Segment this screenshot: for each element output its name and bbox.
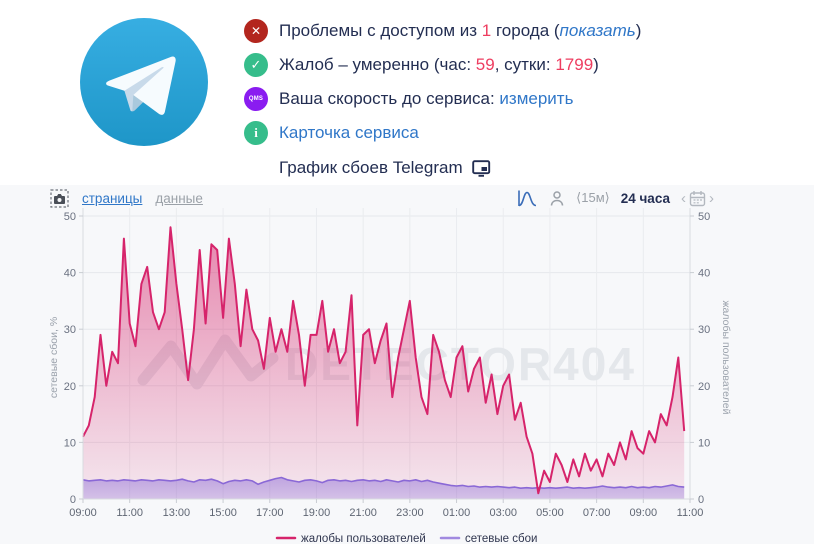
show-cities-link[interactable]: показать xyxy=(559,21,636,40)
svg-text:11:00: 11:00 xyxy=(116,507,143,519)
svg-text:07:00: 07:00 xyxy=(583,507,611,519)
status-row-speed: QMS Ваша скорость до сервиса: измерить xyxy=(244,87,641,111)
calendar-next-arrow[interactable]: › xyxy=(709,189,714,207)
svg-text:0: 0 xyxy=(70,494,76,506)
svg-text:17:00: 17:00 xyxy=(256,507,284,519)
complaints-line xyxy=(82,226,686,495)
calendar-prev-arrow[interactable]: ‹ xyxy=(681,189,686,207)
chart-title-text: График сбоев Telegram xyxy=(279,158,463,177)
network-failures-area xyxy=(83,477,685,499)
svg-text:03:00: 03:00 xyxy=(489,507,517,519)
svg-text:10: 10 xyxy=(698,437,710,449)
status-row-access: ✕ Проблемы с доступом из 1 города (показ… xyxy=(244,19,641,43)
service-card-link[interactable]: Карточка сервиса xyxy=(279,123,419,142)
telegram-paper-plane-icon xyxy=(80,18,208,146)
svg-text:01:00: 01:00 xyxy=(443,507,471,519)
interval-selector[interactable]: ⟨15м⟩ xyxy=(576,190,610,205)
svg-text:жалобы пользователей: жалобы пользователей xyxy=(301,533,426,545)
measure-speed-link[interactable]: измерить xyxy=(499,89,574,108)
service-header: ✕ Проблемы с доступом из 1 города (показ… xyxy=(0,0,814,178)
person-icon[interactable] xyxy=(549,190,565,207)
speed-label: Ваша скорость до сервиса: xyxy=(279,89,500,108)
svg-text:30: 30 xyxy=(64,324,76,336)
svg-text:40: 40 xyxy=(64,268,76,280)
monitor-icon xyxy=(471,159,490,177)
svg-text:05:00: 05:00 xyxy=(536,507,564,519)
pages-tab[interactable]: страницы xyxy=(82,190,143,206)
left-axis-title: сетевые сбои, % xyxy=(48,317,60,398)
svg-text:23:00: 23:00 xyxy=(396,507,424,519)
range-selector[interactable]: 24 часа xyxy=(620,190,670,206)
svg-text:09:00: 09:00 xyxy=(630,507,658,519)
qms-speed-icon: QMS xyxy=(244,87,268,111)
right-axis-title: жалобы пользователей xyxy=(720,301,732,415)
complaints-hour-count: 59 xyxy=(475,55,495,74)
svg-text:21:00: 21:00 xyxy=(349,507,377,519)
service-status-list: ✕ Проблемы с доступом из 1 города (показ… xyxy=(244,18,641,178)
chart-page-title: График сбоев Telegram xyxy=(279,158,641,178)
complaints-level-text: Жалоб – умеренно (час: xyxy=(279,55,476,74)
info-icon: i xyxy=(244,121,268,145)
data-tab[interactable]: данные xyxy=(155,190,203,206)
outage-chart-card: страницы данные ⟨15м⟩ 24 часа ‹ › xyxy=(0,185,814,545)
status-row-complaints: ✓ Жалоб – умеренно (час: 59, сутки: 1799… xyxy=(244,53,641,77)
chart-toolbar: страницы данные ⟨15м⟩ 24 часа ‹ › xyxy=(0,185,814,208)
bell-curve-icon[interactable] xyxy=(516,189,538,208)
svg-text:09:00: 09:00 xyxy=(69,507,97,519)
svg-text:50: 50 xyxy=(698,211,710,223)
complaints-area xyxy=(83,227,685,500)
svg-text:30: 30 xyxy=(698,324,710,336)
legend-item-complaints[interactable]: жалобы пользователей xyxy=(275,533,426,545)
city-count: 1 xyxy=(481,21,492,40)
svg-text:50: 50 xyxy=(64,211,76,223)
calendar-icon[interactable] xyxy=(689,190,706,207)
error-x-icon: ✕ xyxy=(244,19,268,43)
svg-text:сетевые сбои: сетевые сбои xyxy=(465,533,537,545)
telegram-logo xyxy=(80,18,208,146)
status-row-card: i Карточка сервиса xyxy=(244,121,641,145)
svg-text:20: 20 xyxy=(698,381,710,393)
svg-text:15:00: 15:00 xyxy=(209,507,237,519)
svg-text:19:00: 19:00 xyxy=(303,507,331,519)
complaints-day-count: 1799 xyxy=(555,55,594,74)
outage-chart[interactable]: DETECTOR404001010202030304040505009:0011… xyxy=(45,208,745,549)
svg-text:40: 40 xyxy=(698,268,710,280)
network-failures-line xyxy=(82,476,685,489)
svg-text:11:00: 11:00 xyxy=(677,507,704,519)
chart-axes: 0 0 10 10 20 20 30 30 40 40 50 50 09:00 11:00 13:00 15:… xyxy=(64,208,710,519)
check-icon: ✓ xyxy=(244,53,268,77)
svg-text:0: 0 xyxy=(698,494,704,506)
legend-item-network[interactable]: сетевые сбои xyxy=(439,533,537,545)
camera-screenshot-icon[interactable] xyxy=(50,188,69,208)
svg-text:13:00: 13:00 xyxy=(163,507,191,519)
access-problems-text: Проблемы с доступом из xyxy=(279,21,482,40)
svg-text:20: 20 xyxy=(64,381,76,393)
svg-text:10: 10 xyxy=(64,437,76,449)
